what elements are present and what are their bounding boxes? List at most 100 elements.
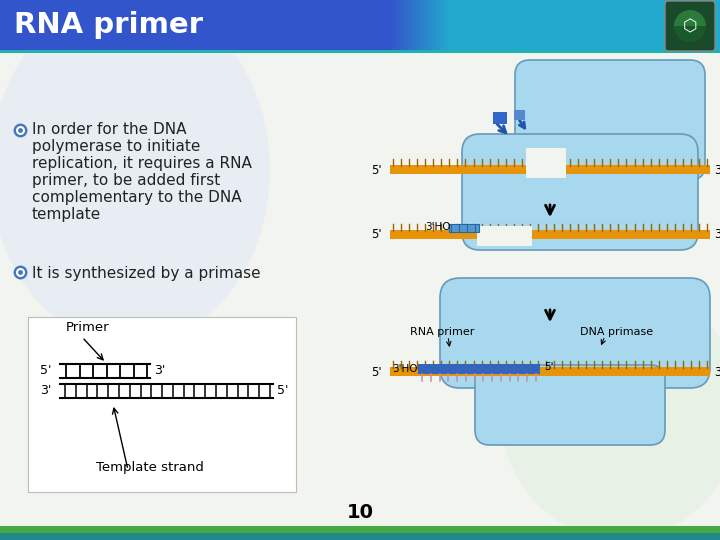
Bar <box>436 0 437 50</box>
Text: 5': 5' <box>277 384 289 397</box>
Bar <box>439 0 440 50</box>
Bar <box>395 0 396 50</box>
Text: 3': 3' <box>714 228 720 241</box>
Bar <box>0 50 720 53</box>
Bar <box>408 0 409 50</box>
Bar <box>401 0 402 50</box>
Bar <box>420 0 720 50</box>
FancyBboxPatch shape <box>462 134 698 250</box>
Bar <box>438 0 439 50</box>
Bar <box>514 110 525 120</box>
Bar <box>423 0 424 50</box>
Text: DNA primase: DNA primase <box>580 327 653 337</box>
Wedge shape <box>674 26 706 42</box>
Bar <box>443 0 444 50</box>
Bar <box>449 0 450 50</box>
Text: It is synthesized by a primase: It is synthesized by a primase <box>32 266 261 281</box>
Text: replication, it requires a RNA: replication, it requires a RNA <box>32 156 252 171</box>
Bar <box>407 0 408 50</box>
Bar <box>437 0 438 50</box>
Bar <box>0 533 720 540</box>
Bar <box>404 0 405 50</box>
Bar <box>396 0 397 50</box>
Bar <box>400 0 401 50</box>
Text: complementary to the DNA: complementary to the DNA <box>32 190 242 205</box>
Bar <box>526 148 566 178</box>
Text: 5': 5' <box>372 366 382 379</box>
Bar <box>397 0 398 50</box>
Bar <box>406 0 408 50</box>
FancyBboxPatch shape <box>475 365 665 445</box>
Text: 5': 5' <box>40 364 52 377</box>
Bar <box>393 0 395 50</box>
Text: 3': 3' <box>154 364 166 377</box>
Bar <box>402 0 403 50</box>
Text: 5': 5' <box>372 228 382 241</box>
Bar <box>390 230 710 239</box>
FancyBboxPatch shape <box>665 1 715 51</box>
Bar <box>431 0 432 50</box>
Bar <box>390 165 710 174</box>
Bar <box>409 0 410 50</box>
Bar <box>429 0 431 50</box>
Bar <box>449 224 479 232</box>
Bar <box>430 0 431 50</box>
Ellipse shape <box>0 0 270 345</box>
Bar <box>428 0 429 50</box>
Bar <box>390 367 710 376</box>
Bar <box>422 0 423 50</box>
Bar <box>441 0 442 50</box>
Text: 3'HO: 3'HO <box>425 222 451 232</box>
Bar <box>415 0 416 50</box>
Bar <box>419 0 420 50</box>
Bar <box>411 0 412 50</box>
Bar <box>493 112 507 124</box>
Bar <box>448 0 449 50</box>
Bar <box>405 0 406 50</box>
FancyBboxPatch shape <box>515 60 705 180</box>
Wedge shape <box>674 10 706 26</box>
Bar <box>434 0 435 50</box>
Bar <box>412 0 413 50</box>
Bar <box>432 0 433 50</box>
Bar <box>442 0 444 50</box>
FancyBboxPatch shape <box>440 278 710 388</box>
Bar <box>403 0 404 50</box>
Bar <box>435 0 436 50</box>
Bar <box>416 0 417 50</box>
Bar <box>398 0 399 50</box>
Text: Template strand: Template strand <box>96 461 204 474</box>
Bar <box>424 0 426 50</box>
Bar <box>445 0 446 50</box>
Bar <box>447 0 448 50</box>
Bar <box>399 0 400 50</box>
Bar <box>418 364 540 374</box>
Bar <box>390 0 391 50</box>
Bar <box>427 0 428 50</box>
Bar <box>0 0 420 50</box>
Bar <box>477 226 532 246</box>
Bar <box>0 526 720 540</box>
Text: RNA primer: RNA primer <box>14 11 203 39</box>
Bar <box>28 317 296 492</box>
Bar <box>446 0 447 50</box>
Bar <box>444 0 445 50</box>
Text: primer, to be added first: primer, to be added first <box>32 173 220 188</box>
Text: In order for the DNA: In order for the DNA <box>32 122 186 137</box>
Text: 3': 3' <box>714 366 720 379</box>
Text: polymerase to initiate: polymerase to initiate <box>32 139 200 154</box>
Bar <box>425 0 426 50</box>
Bar <box>421 0 422 50</box>
Text: RNA primer: RNA primer <box>410 327 474 337</box>
Text: ⬡: ⬡ <box>683 17 697 35</box>
Text: 5': 5' <box>372 164 382 177</box>
Bar <box>440 0 441 50</box>
Bar <box>417 0 418 50</box>
Text: 3': 3' <box>40 384 52 397</box>
Ellipse shape <box>500 280 720 540</box>
Bar <box>394 0 395 50</box>
Bar <box>414 0 415 50</box>
Text: 3'HO: 3'HO <box>392 364 418 374</box>
Text: 3': 3' <box>714 164 720 177</box>
Text: 10: 10 <box>346 503 374 522</box>
